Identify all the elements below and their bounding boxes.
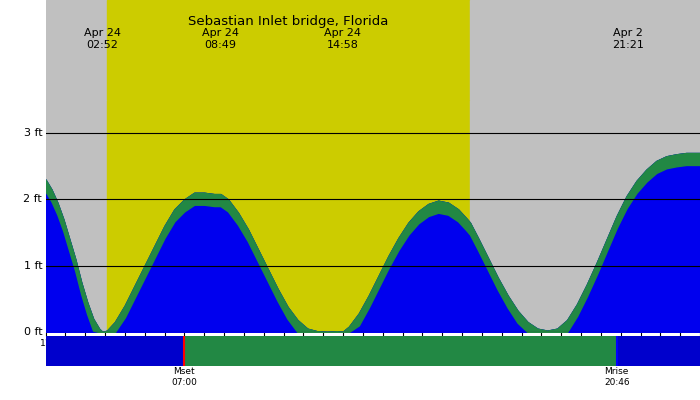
Text: Apr 2
21:21: Apr 2 21:21	[612, 28, 643, 50]
Bar	[184, 336, 617, 366]
Bar	[107, 0, 470, 100]
Text: 3 ft: 3 ft	[24, 128, 42, 138]
Text: 0 ft: 0 ft	[24, 327, 42, 337]
Bar	[470, 0, 700, 100]
Bar	[46, 0, 107, 100]
Text: Apr 24
02:52: Apr 24 02:52	[84, 28, 121, 50]
Text: 1 ft: 1 ft	[24, 261, 42, 271]
Text: Sebastian Inlet bridge, Florida: Sebastian Inlet bridge, Florida	[188, 15, 388, 28]
Text: Apr 24
14:58: Apr 24 14:58	[324, 28, 361, 50]
Bar	[46, 336, 184, 366]
Bar	[46, 100, 107, 332]
Bar	[470, 100, 700, 332]
Text: Mrise
20:46: Mrise 20:46	[604, 368, 629, 387]
Bar	[107, 100, 470, 332]
Text: 2 ft: 2 ft	[24, 194, 42, 204]
Bar	[617, 336, 700, 366]
Text: Mset
07:00: Mset 07:00	[172, 368, 197, 387]
Text: Apr 24
08:49: Apr 24 08:49	[202, 28, 239, 50]
